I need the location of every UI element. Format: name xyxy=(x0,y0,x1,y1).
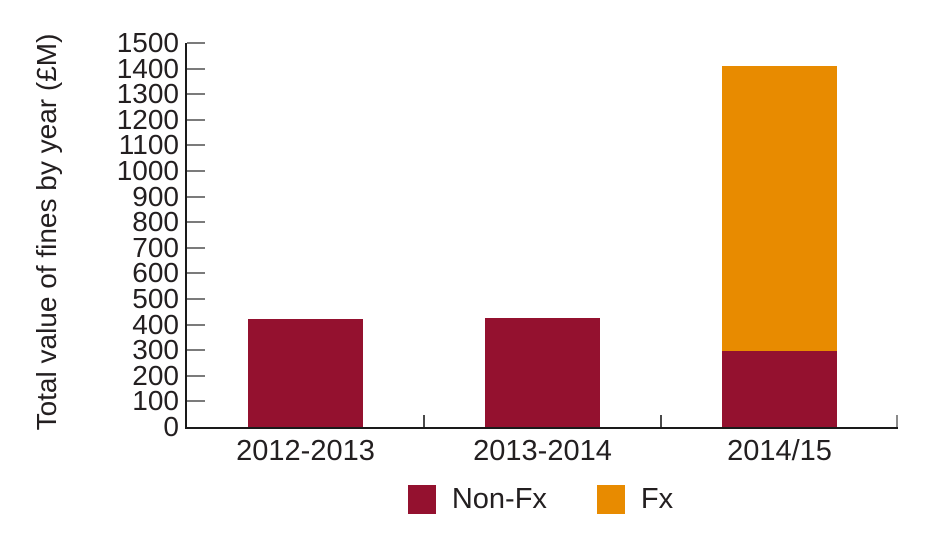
plot-area: 0 100 200 300 400 500 600 700 800 900 1000 1100 1200… xyxy=(117,28,898,466)
bar-segment-non-fx xyxy=(485,318,600,427)
y-tick-label: 1100 xyxy=(118,129,179,161)
y-tick-label: 1200 xyxy=(116,103,179,135)
legend-item-non-fx: Non-Fx xyxy=(407,483,547,516)
legend-label: Non-Fx xyxy=(451,483,547,515)
y-axis-tick xyxy=(187,221,205,224)
bar-segment-non-fx xyxy=(248,318,363,427)
y-axis-tick xyxy=(187,144,205,147)
legend-swatch-non-fx xyxy=(407,485,436,514)
bar-segment-non-fx xyxy=(722,351,837,427)
legend-swatch-fx xyxy=(596,485,625,514)
y-tick-label: 100 xyxy=(132,385,179,417)
y-axis-tick xyxy=(187,246,205,249)
y-tick-label: 1300 xyxy=(116,78,179,110)
y-tick-label: 1000 xyxy=(116,155,179,186)
legend: Non-Fx Fx xyxy=(185,483,896,516)
y-tick-label: 0 xyxy=(163,411,179,442)
y-tick-label: 500 xyxy=(132,283,179,314)
y-axis-tick xyxy=(187,272,205,275)
y-tick-label: 1400 xyxy=(116,52,179,84)
y-tick-label: 200 xyxy=(132,359,179,391)
y-tick-label: 400 xyxy=(132,308,179,340)
y-axis-tick xyxy=(187,349,205,352)
bar-segment-fx xyxy=(722,66,837,352)
y-axis-tick xyxy=(187,195,205,198)
y-tick-label: 300 xyxy=(132,334,179,366)
x-category-label: 2012-2013 xyxy=(236,435,375,467)
y-axis-tick xyxy=(187,298,205,300)
x-category-label: 2014/15 xyxy=(727,435,832,467)
y-tick-label: 700 xyxy=(132,231,179,263)
y-tick-label: 900 xyxy=(132,180,179,212)
y-tick-label: 600 xyxy=(132,257,179,289)
y-axis-tick xyxy=(187,170,205,172)
y-axis-tick xyxy=(187,400,205,403)
y-tick-label: 1500 xyxy=(116,27,179,58)
y-axis-tick xyxy=(187,374,205,377)
x-axis-tick xyxy=(660,415,662,427)
x-axis-tick xyxy=(423,415,425,427)
y-axis-tick xyxy=(187,323,205,326)
y-axis-tick xyxy=(187,67,205,70)
y-axis-title: Total value of fines by year (£M) xyxy=(31,33,62,431)
x-axis-end-tick xyxy=(896,415,898,427)
legend-label: Fx xyxy=(640,483,674,515)
legend-item-fx: Fx xyxy=(596,483,674,516)
y-tick-label: 800 xyxy=(132,206,179,238)
y-axis-tick xyxy=(187,118,205,121)
x-category-label: 2013-2014 xyxy=(473,435,612,467)
y-axis-tick xyxy=(187,42,205,44)
y-axis-tick xyxy=(187,93,205,96)
